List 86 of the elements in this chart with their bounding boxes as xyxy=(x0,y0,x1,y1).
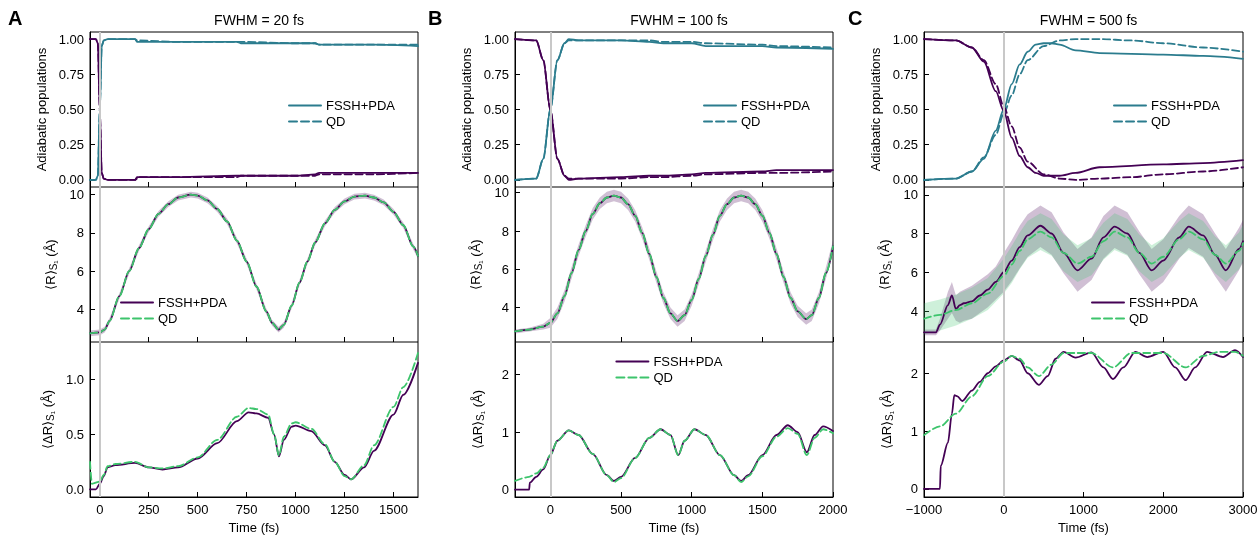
y-tick-label: 0.25 xyxy=(892,137,918,153)
y-axis-title: Adiabatic populations xyxy=(867,47,883,172)
y-tick-label: 1.0 xyxy=(65,371,84,387)
x-tick-label: 500 xyxy=(610,502,632,517)
x-axis-title: Time (fs) xyxy=(648,519,700,535)
y-tick-label: 0.5 xyxy=(65,426,84,442)
y-axis-title: Adiabatic populations xyxy=(458,47,474,172)
y-tick-label: 1.00 xyxy=(892,31,918,47)
legend-label: QD xyxy=(653,370,673,385)
y-tick-label: 2 xyxy=(501,367,509,383)
chart-title: FWHM = 20 fs xyxy=(214,12,304,28)
y-tick-label: 10 xyxy=(69,187,84,203)
text: B xyxy=(428,7,443,29)
y-axis-title: ⟨ΔR⟩S₁ (Å) xyxy=(469,389,486,450)
y-tick-label: 2 xyxy=(910,365,918,381)
x-tick-label: 0 xyxy=(546,502,554,517)
y-tick-label: 0.50 xyxy=(483,102,509,117)
y-axis-title: Adiabatic populations xyxy=(33,47,49,172)
x-tick-label: 1000 xyxy=(281,502,311,517)
y-tick-label: 6 xyxy=(910,264,918,280)
legend-label: QD xyxy=(158,311,178,326)
y-tick-label: 6 xyxy=(76,263,84,279)
x-tick-label: 1000 xyxy=(677,502,707,517)
y-axis-title: ⟨R⟩S₁ (Å) xyxy=(877,239,894,290)
y-tick-label: 0.25 xyxy=(58,137,84,153)
y-axis-title: ⟨ΔR⟩S₁ (Å) xyxy=(878,389,895,450)
chart-title: FWHM = 500 fs xyxy=(1039,12,1138,28)
y-tick-label: 4 xyxy=(76,301,84,317)
y-tick-label: 4 xyxy=(501,300,509,316)
legend-label: FSSH+PDA xyxy=(1129,295,1199,310)
y-tick-label: 0 xyxy=(501,482,509,498)
y-tick-label: 0 xyxy=(910,481,918,497)
y-axis-title: ⟨R⟩S₁ (Å) xyxy=(43,239,60,290)
chart-title: FWHM = 100 fs xyxy=(630,12,728,28)
x-tick-label: 1500 xyxy=(747,502,777,517)
x-tick-label: 0 xyxy=(96,502,104,517)
legend-label: QD xyxy=(1151,114,1171,129)
x-tick-label: 250 xyxy=(137,502,160,517)
y-tick-label: 1 xyxy=(910,423,918,439)
x-tick-label: 1000 xyxy=(1069,502,1098,517)
y-axis-title: ⟨R⟩S₁ (Å) xyxy=(468,239,485,290)
y-tick-label: 8 xyxy=(501,223,509,239)
x-tick-label: −1000 xyxy=(905,502,943,517)
y-tick-label: 10 xyxy=(903,187,918,203)
y-tick-label: 1.00 xyxy=(58,31,84,47)
y-tick-label: 10 xyxy=(494,185,509,201)
legend-label: FSSH+PDA xyxy=(158,295,228,310)
legend-label: QD xyxy=(741,114,761,129)
y-tick-label: 0.00 xyxy=(58,172,84,188)
y-tick-label: 1.00 xyxy=(483,31,509,47)
y-tick-label: 4 xyxy=(910,303,918,319)
y-tick-label: 8 xyxy=(910,226,918,241)
y-tick-label: 0.75 xyxy=(58,66,84,82)
x-tick-label: 750 xyxy=(235,502,258,517)
legend-label: FSSH+PDA xyxy=(1151,98,1221,113)
x-tick-label: 500 xyxy=(186,502,209,517)
line-series xyxy=(514,427,834,483)
x-tick-label: 2000 xyxy=(818,502,848,517)
x-axis-title: Time (fs) xyxy=(228,519,280,535)
x-tick-label: 0 xyxy=(1000,502,1008,517)
x-tick-label: 3000 xyxy=(1228,502,1258,517)
y-tick-label: 1 xyxy=(501,424,509,440)
y-tick-label: 0.00 xyxy=(892,172,918,188)
text: A xyxy=(8,7,23,29)
legend-label: QD xyxy=(326,114,346,129)
x-axis-title: Time (fs) xyxy=(1058,519,1109,535)
legend-label: FSSH+PDA xyxy=(653,354,723,369)
x-tick-label: 1500 xyxy=(379,502,408,517)
line-series xyxy=(923,349,1244,490)
y-tick-label: 0.75 xyxy=(892,66,918,82)
y-tick-label: 0.25 xyxy=(483,137,509,153)
x-tick-label: 2000 xyxy=(1148,502,1178,517)
y-tick-label: 0.50 xyxy=(58,102,84,117)
y-tick-label: 0.0 xyxy=(65,481,84,497)
y-tick-label: 8 xyxy=(76,225,84,241)
text: C xyxy=(848,7,863,29)
y-tick-label: 0.50 xyxy=(892,102,918,117)
x-tick-label: 1250 xyxy=(330,502,360,517)
legend-label: FSSH+PDA xyxy=(741,98,811,113)
y-tick-label: 6 xyxy=(501,261,509,277)
y-axis-title: ⟨ΔR⟩S₁ (Å) xyxy=(39,389,56,450)
legend-label: FSSH+PDA xyxy=(326,98,396,113)
line-series xyxy=(923,350,1244,437)
y-tick-label: 0.75 xyxy=(483,66,509,82)
legend-label: QD xyxy=(1129,311,1149,326)
y-tick-label: 0.00 xyxy=(483,172,509,188)
